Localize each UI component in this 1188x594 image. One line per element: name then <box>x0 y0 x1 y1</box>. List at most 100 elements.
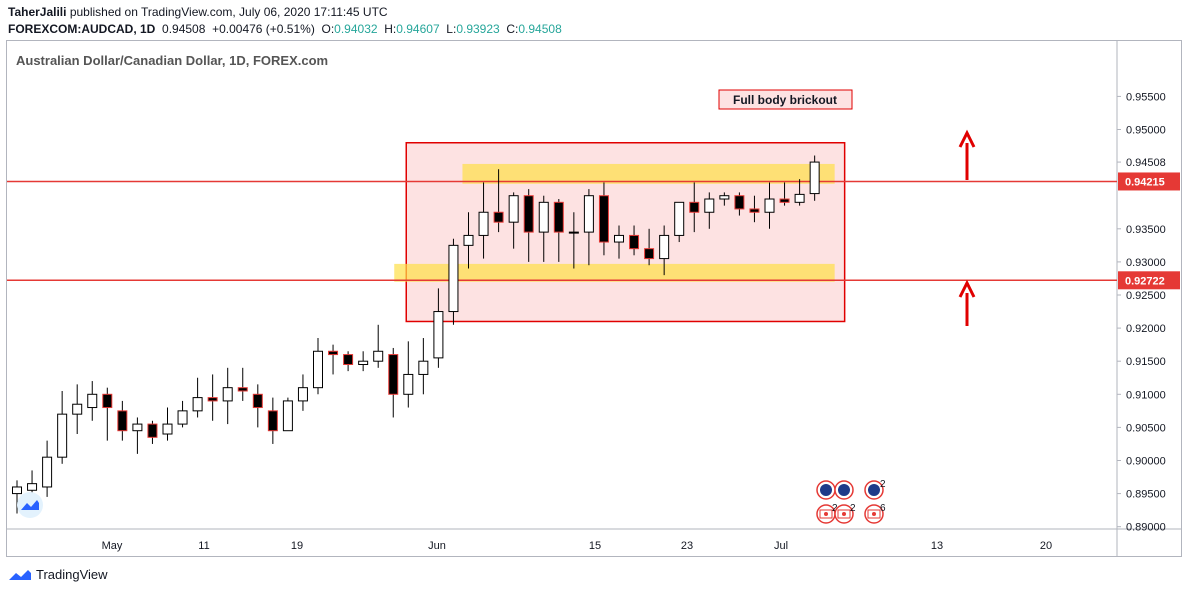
x-tick-label: 23 <box>681 540 693 552</box>
candle-body <box>87 393 98 409</box>
x-tick-label: 19 <box>291 540 303 552</box>
tag-text: 0.92722 <box>1125 275 1165 287</box>
candle-body <box>12 486 22 495</box>
y-tick-label: 0.93000 <box>1126 257 1166 269</box>
event-flag-2: 2 <box>864 479 886 500</box>
candle-body <box>508 195 519 223</box>
candle-body <box>117 410 128 432</box>
candle-body <box>794 193 805 203</box>
chart-frame <box>6 40 1182 557</box>
candle-body <box>373 350 384 362</box>
last-price: 0.94508 <box>162 22 206 36</box>
candle-body <box>207 397 218 402</box>
candle-body <box>614 234 624 243</box>
candle-body <box>27 483 38 491</box>
tag-text: 0.94215 <box>1125 176 1165 188</box>
watermark-circle <box>17 492 43 518</box>
x-tick-label: 20 <box>1040 540 1052 552</box>
tradingview-watermark <box>17 492 43 518</box>
candle-6 <box>102 387 113 441</box>
y-tick-label: 0.92500 <box>1126 290 1166 302</box>
annotation-label: Full body brickout <box>718 89 853 110</box>
candle-14 <box>222 367 233 425</box>
price-change: +0.00476 (+0.51%) <box>212 22 315 36</box>
candle-13 <box>207 374 218 421</box>
x-tick-label: 13 <box>931 540 943 552</box>
candle-5 <box>87 381 98 421</box>
candle-33 <box>508 192 519 249</box>
candle-body <box>463 234 474 246</box>
candle-21 <box>328 344 339 375</box>
candle-body <box>192 397 203 412</box>
y-tick-label: 0.89000 <box>1126 522 1166 534</box>
candle-38 <box>583 189 594 266</box>
resistance-zone <box>462 163 835 184</box>
au-flag-icon <box>820 484 832 496</box>
candle-body <box>252 393 263 409</box>
event-count: 2 <box>832 503 838 514</box>
candle-body <box>629 234 640 250</box>
candle-body <box>403 373 414 395</box>
y-tick-label: 0.95000 <box>1126 125 1166 137</box>
x-tick-label: Jul <box>774 540 788 552</box>
candle-body <box>102 393 113 409</box>
candle-body <box>689 201 700 213</box>
y-tick-label: 0.94508 <box>1126 157 1166 169</box>
candle-35 <box>538 195 549 262</box>
high-label: H: <box>384 22 397 36</box>
candle-8 <box>132 417 143 454</box>
candle-body <box>779 198 790 203</box>
candle-body <box>297 387 308 402</box>
up-arrow-top <box>958 129 976 180</box>
candle-49 <box>749 195 760 223</box>
candle-7 <box>117 400 128 441</box>
low-label: L: <box>446 22 457 36</box>
candle-body <box>222 387 233 402</box>
arrow-head <box>958 279 976 298</box>
candle-body <box>674 201 685 236</box>
candle-31 <box>478 182 489 259</box>
candle-body <box>72 403 83 415</box>
tag-bg <box>1118 271 1180 290</box>
candle-body <box>132 423 143 432</box>
published-text: published on TradingView.com, July 06, 2… <box>66 5 388 19</box>
candle-body <box>313 350 323 389</box>
event-count: 6 <box>880 503 886 514</box>
candle-19 <box>297 374 308 411</box>
x-tick-label: Jun <box>428 540 446 552</box>
annotation-box <box>718 89 853 110</box>
candle-body <box>42 456 53 488</box>
candle-40 <box>614 225 624 259</box>
support-zone <box>394 263 835 282</box>
x-tick-label: 11 <box>198 540 209 552</box>
candle-body <box>177 410 188 425</box>
open-value: 0.94032 <box>334 22 378 36</box>
candle-11 <box>177 400 188 428</box>
candle-body <box>493 211 504 223</box>
y-tick-label: 0.90000 <box>1126 455 1166 467</box>
candle-body <box>598 195 609 243</box>
arrow-head <box>958 129 976 148</box>
candle-30 <box>463 212 474 269</box>
candle-body <box>162 423 173 435</box>
candle-51 <box>779 182 790 206</box>
tradingview-footer[interactable]: TradingView <box>8 567 108 582</box>
candle-body <box>433 311 444 359</box>
tradingview-brand: TradingView <box>36 567 108 582</box>
au-flag-icon <box>838 484 850 496</box>
candle-26 <box>403 341 414 408</box>
level-price-tag-0: 0.94215 <box>1118 172 1180 191</box>
candle-body <box>358 360 369 366</box>
candle-body <box>644 248 655 260</box>
tradingview-logo-icon <box>9 569 31 580</box>
candle-15 <box>237 367 248 401</box>
candle-body <box>538 201 549 233</box>
publisher-name[interactable]: TaherJalili <box>8 5 67 19</box>
candle-28 <box>433 288 444 368</box>
candle-52 <box>794 179 805 206</box>
candle-29 <box>448 238 459 325</box>
candle-25 <box>388 347 399 418</box>
candle-42 <box>644 228 655 266</box>
y-tick-label: 0.91500 <box>1126 356 1166 368</box>
